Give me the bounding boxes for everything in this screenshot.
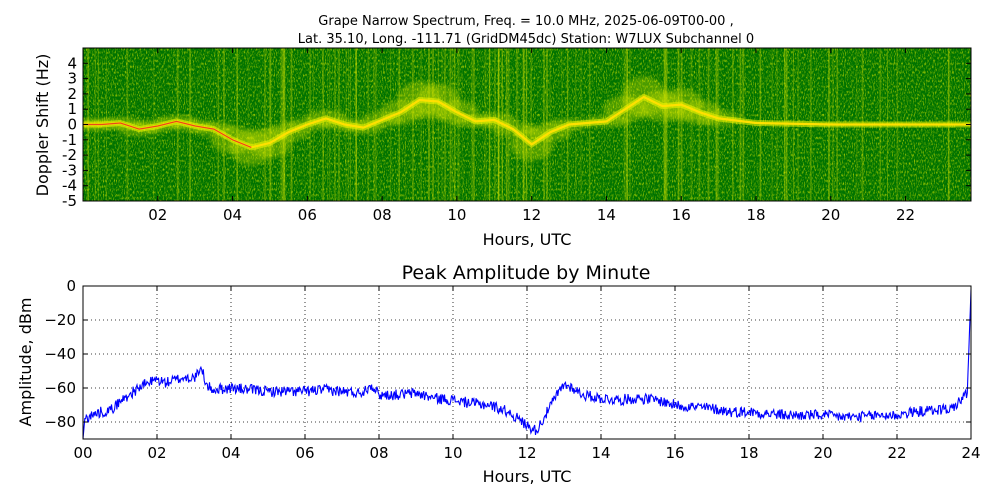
y-tick-label: 0: [67, 116, 77, 134]
interference-stripe: [449, 48, 452, 201]
x-tick-label: 22: [896, 206, 915, 224]
amplitude-y-ticks: 0 −20 −40 −60 −80: [44, 277, 971, 431]
x-tick-label: 18: [739, 444, 758, 462]
interference-stripe: [629, 48, 631, 201]
interference-stripe: [413, 48, 414, 201]
interference-stripe: [441, 48, 444, 201]
interference-stripe: [428, 48, 430, 201]
amplitude-x-ticks: 00 02 04 06 08 10 12 14 16 18 20 22 24: [73, 286, 981, 462]
x-tick-label: 20: [813, 444, 832, 462]
interference-stripe: [698, 48, 701, 201]
y-tick-label: −20: [44, 311, 76, 329]
interference-stripe: [437, 48, 439, 201]
x-tick-label: 22: [887, 444, 906, 462]
amplitude-x-label: Hours, UTC: [483, 467, 572, 486]
interference-stripe: [247, 48, 249, 201]
interference-stripe: [404, 48, 406, 201]
x-tick-label: 00: [73, 444, 92, 462]
interference-stripe: [663, 48, 665, 201]
interference-stripe: [399, 48, 400, 201]
y-tick-label: -3: [62, 161, 77, 179]
interference-stripe: [742, 48, 745, 201]
interference-stripe: [665, 48, 668, 201]
x-tick-label: 24: [961, 444, 980, 462]
x-tick-label: 06: [298, 206, 317, 224]
y-tick-label: -2: [62, 146, 77, 164]
spectrogram-title-line1: Grape Narrow Spectrum, Freq. = 10.0 MHz,…: [318, 14, 733, 29]
interference-stripe: [412, 48, 414, 201]
spectrogram-y-label: Doppler Shift (Hz): [33, 54, 52, 197]
x-tick-label: 08: [373, 206, 392, 224]
y-tick-label: −60: [44, 379, 76, 397]
spectrogram-title-line2: Lat. 35.10, Long. -111.71 (GridDM45dc) S…: [298, 32, 754, 47]
y-tick-label: 2: [67, 85, 77, 103]
interference-stripe: [626, 48, 628, 201]
interference-stripe: [236, 48, 238, 201]
x-tick-label: 02: [147, 444, 166, 462]
y-tick-label: 4: [67, 54, 77, 72]
y-tick-label: −40: [44, 345, 76, 363]
spectrogram-panel: Grape Narrow Spectrum, Freq. = 10.0 MHz,…: [33, 14, 972, 249]
x-tick-label: 12: [522, 206, 541, 224]
amplitude-series-line: [83, 289, 971, 439]
x-tick-label: 16: [665, 444, 684, 462]
y-tick-label: -1: [62, 131, 77, 149]
spectrogram-x-label: Hours, UTC: [483, 230, 572, 249]
interference-stripe: [453, 48, 456, 201]
x-tick-label: 04: [221, 444, 240, 462]
interference-stripe: [452, 48, 453, 201]
amplitude-panel: Peak Amplitude by Minute 00 02 04 06 08 10 12 1…: [16, 262, 981, 486]
spectrogram-x-ticks: 02 04 06 08 10 12 14 16 18 20 22: [148, 48, 915, 224]
x-tick-label: 08: [369, 444, 388, 462]
interference-stripe: [454, 48, 456, 201]
x-tick-label: 06: [295, 444, 314, 462]
interference-stripe: [530, 48, 532, 201]
interference-stripe: [680, 48, 683, 201]
interference-stripe: [664, 48, 666, 201]
interference-stripe: [739, 48, 742, 201]
interference-stripe: [420, 48, 422, 201]
x-tick-label: 14: [597, 206, 616, 224]
x-tick-label: 14: [591, 444, 610, 462]
x-tick-label: 02: [148, 206, 167, 224]
interference-stripe: [444, 48, 447, 201]
x-tick-label: 04: [223, 206, 242, 224]
x-tick-label: 12: [517, 444, 536, 462]
interference-stripe: [691, 48, 693, 201]
y-tick-label: −80: [44, 413, 76, 431]
y-tick-label: 3: [67, 70, 77, 88]
x-tick-label: 16: [672, 206, 691, 224]
amplitude-y-label: Amplitude, dBm: [16, 298, 35, 427]
x-tick-label: 20: [821, 206, 840, 224]
interference-stripe: [432, 48, 434, 201]
x-tick-label: 10: [443, 444, 462, 462]
interference-stripe: [690, 48, 691, 201]
y-tick-label: 0: [66, 277, 76, 295]
y-tick-label: -5: [62, 192, 77, 210]
y-tick-label: 1: [67, 100, 77, 118]
x-tick-label: 10: [447, 206, 466, 224]
amplitude-title: Peak Amplitude by Minute: [402, 262, 651, 284]
x-tick-label: 18: [746, 206, 765, 224]
spectrogram-carrier-peak: [83, 120, 252, 148]
interference-stripe: [269, 48, 272, 201]
interference-stripe: [264, 48, 266, 201]
interference-stripe: [664, 48, 667, 201]
y-tick-label: -4: [62, 177, 77, 195]
interference-stripe: [677, 48, 680, 201]
